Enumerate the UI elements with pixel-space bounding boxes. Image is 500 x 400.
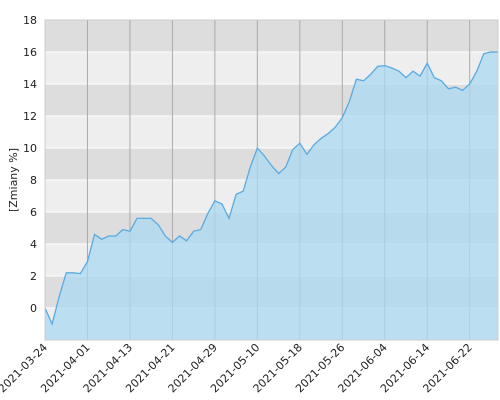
y-tick-label: 2 [30, 270, 37, 283]
y-tick-label: 18 [23, 14, 37, 27]
y-tick-label: 6 [30, 206, 37, 219]
line [44, 51, 498, 326]
background-band [45, 20, 498, 52]
y-tick-label: 10 [23, 142, 37, 155]
y-tick-label: 8 [30, 174, 37, 187]
y-tick-label: 0 [30, 302, 37, 315]
area [45, 52, 498, 340]
y-axis-label: [Zmiany %] [7, 148, 20, 212]
plot-border [44, 19, 499, 341]
y-tick-label: 14 [23, 78, 37, 91]
y-tick-label: 16 [23, 46, 37, 59]
y-tick-label: 4 [30, 238, 37, 251]
y-tick-label: 12 [23, 110, 37, 123]
